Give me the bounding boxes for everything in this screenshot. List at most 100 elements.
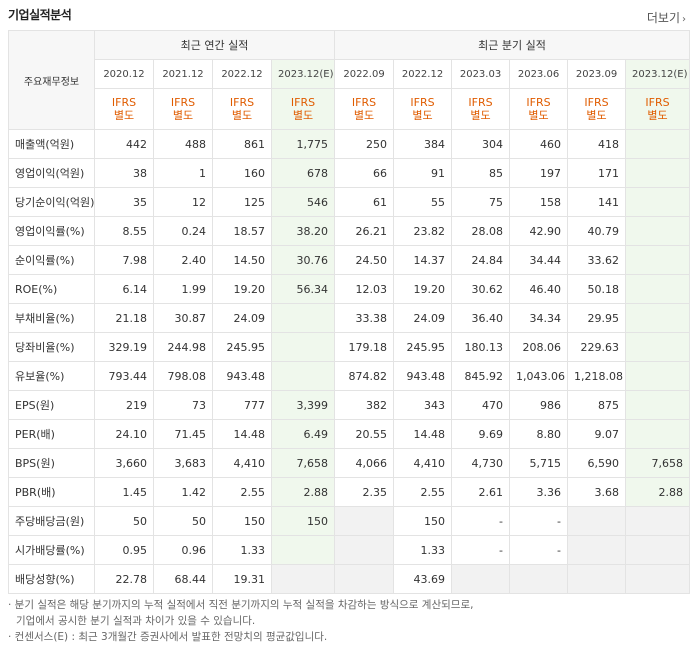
row-label: 당좌비율(%) xyxy=(8,332,95,362)
table-cell: 33.62 xyxy=(567,245,627,275)
table-cell: 6.49 xyxy=(270,419,336,449)
table-cell: 50.18 xyxy=(567,274,627,304)
table-cell: 68.44 xyxy=(153,564,213,594)
table-cell xyxy=(625,129,691,159)
table-cell: 20.55 xyxy=(334,419,395,449)
ifrs-label: IFRS 별도 xyxy=(451,88,511,130)
table-cell: 42.90 xyxy=(509,216,569,246)
period-header: 2023.12(E) xyxy=(625,59,691,89)
table-cell: 14.50 xyxy=(212,245,272,275)
ifrs-line1: IFRS xyxy=(526,96,551,109)
table-cell: 1.45 xyxy=(94,477,154,507)
table-row: PER(배) 24.10 71.45 14.48 6.49 20.55 14.48 9.69 8… xyxy=(8,419,691,449)
period-header: 2022.12 xyxy=(212,59,272,89)
table-cell: - xyxy=(451,535,511,565)
table-cell: 61 xyxy=(334,187,395,217)
table-cell xyxy=(625,564,691,594)
table-cell: 384 xyxy=(393,129,453,159)
ifrs-line1: IFRS xyxy=(229,96,255,109)
table-cell: 0.96 xyxy=(153,535,213,565)
table-cell: 19.20 xyxy=(212,274,272,304)
ifrs-label: IFRS 별도 xyxy=(212,88,272,130)
row-label: 영업이익(억원) xyxy=(8,158,95,188)
row-label: BPS(원) xyxy=(8,448,95,478)
table-cell: 1.99 xyxy=(153,274,213,304)
table-cell xyxy=(625,390,691,420)
table-cell xyxy=(625,158,691,188)
table-cell: 141 xyxy=(567,187,627,217)
table-cell xyxy=(625,245,691,275)
table-cell: - xyxy=(509,506,569,536)
table-row: 주당배당금(원) 50 50 150 150 150- - xyxy=(8,506,691,536)
ifrs-label: IFRS 별도 xyxy=(625,88,691,130)
table-cell xyxy=(334,535,395,565)
table-cell: 229.63 xyxy=(567,332,627,362)
table-cell: 171 xyxy=(567,158,627,188)
table-row: EPS(원) 219 73 777 3,399 382 343 470 986 875 xyxy=(8,390,691,420)
table-cell: 3,660 xyxy=(94,448,154,478)
table-cell xyxy=(509,564,569,594)
table-cell: 442 xyxy=(94,129,154,159)
table-cell: 197 xyxy=(509,158,569,188)
row-label: 배당성향(%) xyxy=(8,564,95,594)
table-cell: 38 xyxy=(94,158,154,188)
table-row: 영업이익(억원) 38 1 160 678 66 91 85 197 171 xyxy=(8,158,691,188)
table-cell: 24.84 xyxy=(451,245,511,275)
table-cell: 38.20 xyxy=(270,216,336,246)
ifrs-line2: 별도 xyxy=(231,109,253,122)
table-cell: 21.18 xyxy=(94,303,154,333)
table-cell: 73 xyxy=(153,390,213,420)
table-cell xyxy=(270,332,336,362)
ifrs-line1: IFRS xyxy=(468,96,493,109)
ifrs-line1: IFRS xyxy=(645,96,670,109)
table-cell: 875 xyxy=(567,390,627,420)
ifrs-line1: IFRS xyxy=(170,96,196,109)
table-cell xyxy=(334,506,395,536)
table-cell: 208.06 xyxy=(509,332,569,362)
table-cell: 160 xyxy=(212,158,272,188)
more-link[interactable]: 더보기 › xyxy=(647,9,686,26)
ifrs-label: IFRS 별도 xyxy=(334,88,395,130)
table-cell: 4,066 xyxy=(334,448,395,478)
table-cell: 845.92 xyxy=(451,361,511,391)
table-cell: 125 xyxy=(212,187,272,217)
footnote-1: · 분기 실적은 해당 분기까지의 누적 실적에서 직전 분기까지의 누적 실적… xyxy=(8,599,474,611)
table-cell: 244.98 xyxy=(153,332,213,362)
ifrs-line1: IFRS xyxy=(290,96,316,109)
table-cell: 19.20 xyxy=(393,274,453,304)
table-row: 유보율(%) 793.44 798.08 943.48 874.82 943.48 845.… xyxy=(8,361,691,391)
ifrs-line1: IFRS xyxy=(410,96,435,109)
row-label: 부채비율(%) xyxy=(8,303,95,333)
table-cell: 1,218.08 xyxy=(567,361,627,391)
table-cell: 0.95 xyxy=(94,535,154,565)
period-header: 2022.09 xyxy=(334,59,395,89)
table-cell: 40.79 xyxy=(567,216,627,246)
chevron-right-icon: › xyxy=(682,14,686,25)
table-cell: 2.55 xyxy=(212,477,272,507)
table-cell: 245.95 xyxy=(212,332,272,362)
row-label: 매출액(억원) xyxy=(8,129,95,159)
annual-group-header: 최근 연간 실적 xyxy=(93,30,336,60)
table-cell: - xyxy=(509,535,569,565)
table-row: 당좌비율(%) 329.19 244.98 245.95 179.18 245.95 180… xyxy=(8,332,691,362)
table-cell: 75 xyxy=(451,187,511,217)
table-cell: 793.44 xyxy=(94,361,154,391)
ifrs-label: IFRS 별도 xyxy=(153,88,213,130)
table-cell xyxy=(334,564,395,594)
ifrs-label: IFRS 별도 xyxy=(393,88,453,130)
period-header: 2023.03 xyxy=(451,59,511,89)
table-cell: 56.34 xyxy=(270,274,336,304)
table-cell: 23.82 xyxy=(393,216,453,246)
table-row: BPS(원) 3,660 3,683 4,410 7,658 4,066 4,410 4,73… xyxy=(8,448,691,478)
ifrs-label: IFRS 별도 xyxy=(94,88,154,130)
row-label: 주당배당금(원) xyxy=(8,506,95,536)
table-cell: 7.98 xyxy=(94,245,154,275)
table-cell: 219 xyxy=(94,390,154,420)
table-row: PBR(배) 1.45 1.42 2.55 2.88 2.35 2.55 2.61 3.36 3.… xyxy=(8,477,691,507)
period-header: 2023.12(E) xyxy=(270,59,336,89)
more-label: 더보기 xyxy=(646,11,680,25)
table-cell: 343 xyxy=(393,390,453,420)
table-cell: 1.33 xyxy=(212,535,272,565)
table-cell xyxy=(270,564,336,594)
table-cell: 30.76 xyxy=(270,245,336,275)
